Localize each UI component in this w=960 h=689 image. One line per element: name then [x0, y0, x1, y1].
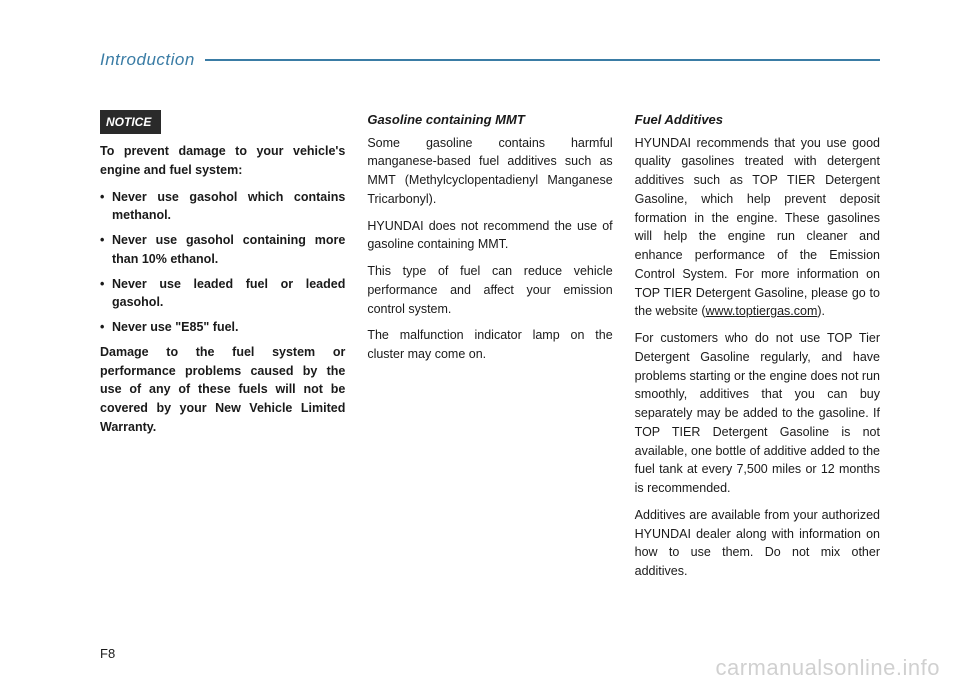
- bullet-text: Never use "E85" fuel.: [112, 318, 345, 337]
- page-header: Introduction: [100, 50, 880, 70]
- paragraph: HYUNDAI recommends that you use good qua…: [635, 134, 880, 322]
- page-number: F8: [100, 646, 115, 661]
- column-3: Fuel Additives HYUNDAI recommends that y…: [635, 110, 880, 589]
- paragraph: This type of fuel can reduce vehicle per…: [367, 262, 612, 318]
- content-columns: NOTICE To prevent damage to your vehicle…: [100, 110, 880, 589]
- notice-intro: To prevent damage to your vehicle's engi…: [100, 142, 345, 180]
- paragraph: HYUNDAI does not recommend the use of ga…: [367, 217, 612, 255]
- notice-badge: NOTICE: [100, 110, 161, 134]
- subheading-additives: Fuel Additives: [635, 110, 880, 130]
- manual-page: Introduction NOTICE To prevent damage to…: [0, 0, 960, 689]
- link-text: www.toptiergas.com: [706, 304, 818, 318]
- bullet-marker: •: [100, 188, 112, 226]
- bullet-text: Never use leaded fuel or leaded gasohol.: [112, 275, 345, 313]
- subheading-mmt: Gasoline containing MMT: [367, 110, 612, 130]
- bullet-marker: •: [100, 275, 112, 313]
- column-1: NOTICE To prevent damage to your vehicle…: [100, 110, 345, 589]
- bullet-marker: •: [100, 318, 112, 337]
- bullet-text: Never use gasohol containing more than 1…: [112, 231, 345, 269]
- bullet-item: • Never use "E85" fuel.: [100, 318, 345, 337]
- paragraph: Some gasoline contains harmful manganese…: [367, 134, 612, 209]
- bullet-text: Never use gasohol which contains methano…: [112, 188, 345, 226]
- paragraph: The malfunction indicator lamp on the cl…: [367, 326, 612, 364]
- column-2: Gasoline containing MMT Some gasoline co…: [367, 110, 612, 589]
- text-part: HYUNDAI recommends that you use good qua…: [635, 136, 880, 319]
- paragraph: For customers who do not use TOP Tier De…: [635, 329, 880, 498]
- header-rule: [205, 59, 880, 61]
- bullet-item: • Never use leaded fuel or leaded gasoho…: [100, 275, 345, 313]
- notice-closing: Damage to the fuel system or performance…: [100, 343, 345, 437]
- bullet-marker: •: [100, 231, 112, 269]
- watermark: carmanualsonline.info: [715, 655, 940, 681]
- paragraph: Additives are available from your author…: [635, 506, 880, 581]
- text-part: ).: [817, 304, 825, 318]
- section-title: Introduction: [100, 50, 195, 70]
- bullet-item: • Never use gasohol containing more than…: [100, 231, 345, 269]
- bullet-item: • Never use gasohol which contains metha…: [100, 188, 345, 226]
